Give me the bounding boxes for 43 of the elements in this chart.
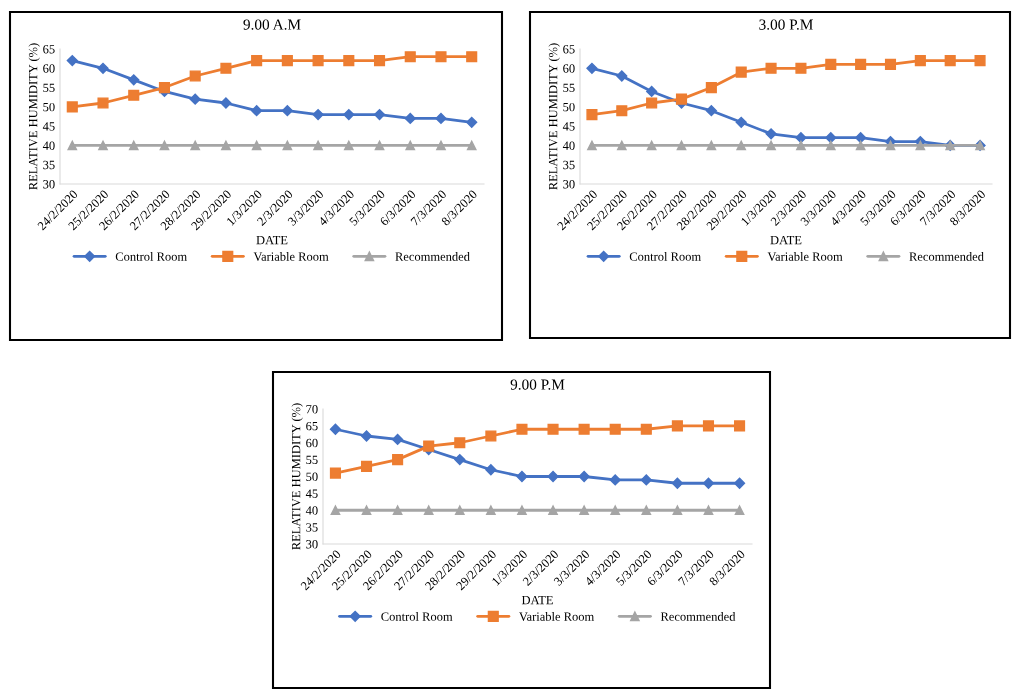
y-tick-label: 35 xyxy=(43,160,55,170)
y-tick-label: 30 xyxy=(43,180,55,189)
y-tick-label: 45 xyxy=(562,122,575,131)
y-tick-label: 60 xyxy=(43,64,55,73)
legend-label: Recommended xyxy=(909,252,984,261)
y-tick-label: 65 xyxy=(43,45,55,54)
y-tick-label: 35 xyxy=(563,160,575,170)
x-axis-title: DATE xyxy=(256,235,288,245)
y-tick-label: 55 xyxy=(43,83,55,93)
chart-title: 3.00 P.M xyxy=(759,19,813,30)
y-tick-label: 45 xyxy=(305,489,318,498)
legend-label: Control Room xyxy=(381,612,453,621)
y-tick-label: 65 xyxy=(306,421,318,431)
y-tick-label: 60 xyxy=(563,64,575,73)
y-tick-label: 55 xyxy=(563,83,575,93)
legend-label: Variable Room xyxy=(253,252,329,261)
y-tick-label: 30 xyxy=(563,180,575,189)
y-axis-title: RELATIVE HUMIDITY (%) xyxy=(548,43,560,190)
y-tick-label: 50 xyxy=(306,472,318,481)
y-tick-label: 40 xyxy=(305,506,318,515)
y-tick-label: 30 xyxy=(306,540,318,549)
y-tick-label: 70 xyxy=(306,405,318,414)
legend-label: Variable Room xyxy=(519,612,595,621)
legend-label: Variable Room xyxy=(767,252,843,261)
y-tick-label: 50 xyxy=(563,102,575,112)
legend-label: Recommended xyxy=(660,612,736,621)
legend-label: Recommended xyxy=(395,252,470,261)
chart-title: 9.00 A.M xyxy=(243,19,301,30)
y-axis-title: RELATIVE HUMIDITY (%) xyxy=(28,43,40,190)
y-tick-label: 55 xyxy=(306,455,318,465)
y-tick-label: 40 xyxy=(42,141,55,150)
legend-label: Control Room xyxy=(629,252,701,261)
y-tick-label: 45 xyxy=(42,122,55,131)
chart-title: 9.00 P.M xyxy=(510,379,565,390)
y-tick-label: 35 xyxy=(306,523,318,532)
y-tick-label: 65 xyxy=(563,45,575,54)
y-axis-title: RELATIVE HUMIDITY (%) xyxy=(291,403,303,550)
x-axis-title: DATE xyxy=(770,235,802,245)
y-tick-label: 60 xyxy=(306,438,318,448)
legend-label: Control Room xyxy=(115,252,187,261)
y-tick-label: 40 xyxy=(562,141,575,150)
x-axis-title: DATE xyxy=(521,595,553,605)
y-tick-label: 50 xyxy=(43,102,55,112)
